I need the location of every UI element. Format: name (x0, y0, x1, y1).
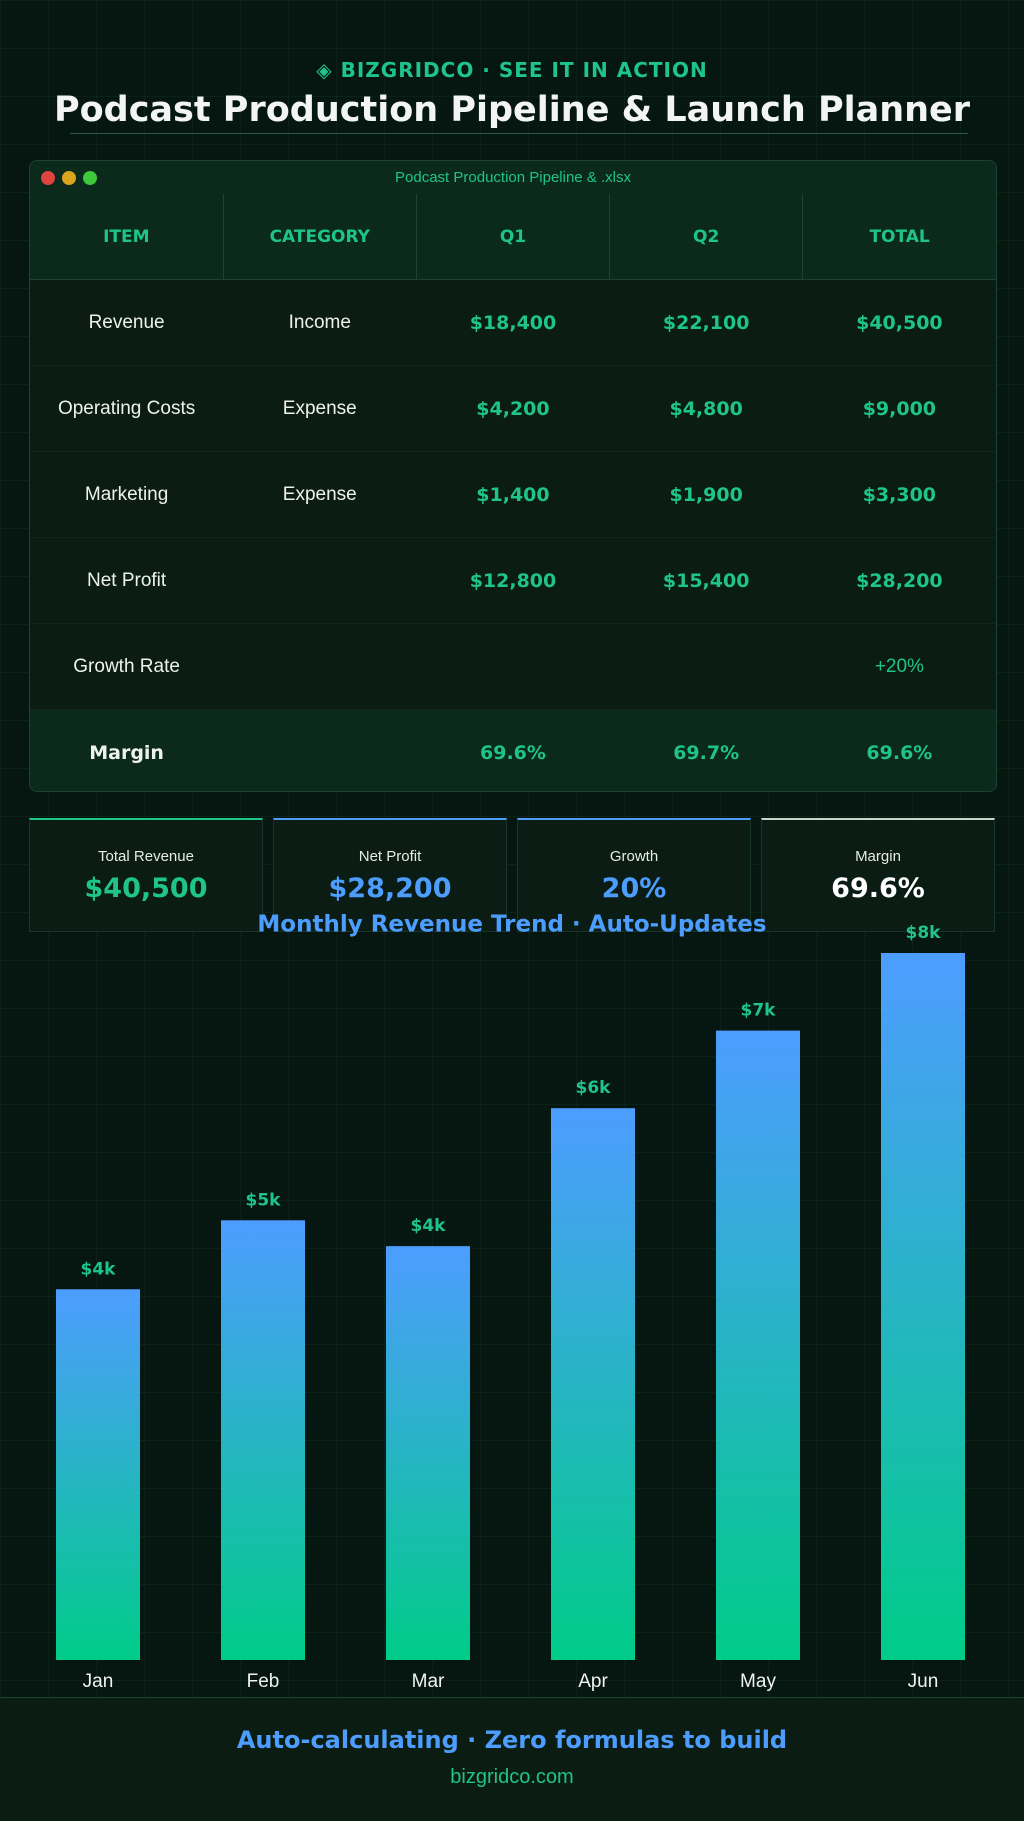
table-cell: 69.6% (802, 709, 996, 791)
page-title: Podcast Production Pipeline & Launch Pla… (53, 90, 971, 130)
bar (386, 1246, 470, 1660)
tagline: Auto-calculating · Zero formulas to buil… (236, 1726, 788, 1754)
window-title: Podcast Production Pipeline & .xlsx (395, 169, 631, 186)
header-row: ITEM CATEGORY Q1 Q2 TOTAL (30, 194, 996, 280)
table-cell: +20% (802, 623, 996, 710)
eyebrow: ◈ BIZGRIDCO · SEE IT IN ACTION (316, 58, 708, 82)
data-table: ITEM CATEGORY Q1 Q2 TOTAL Revenue Income $18,40… (30, 194, 996, 791)
title-rule (70, 133, 968, 134)
close-dot[interactable] (41, 171, 55, 185)
table-row: Operating Costs Expense $4,200 $4,800 $9,000 (30, 365, 996, 452)
bar-chart: Monthly Revenue Trend · Auto-Updates $4k… (56, 912, 965, 1692)
table-cell: 69.7% (609, 709, 803, 791)
value-label: $7k (741, 1001, 777, 1021)
column-header: ITEM (30, 194, 224, 280)
bar (221, 1220, 305, 1660)
table-cell: Expense (223, 451, 417, 538)
column-header: CATEGORY (223, 194, 417, 280)
value-label: $5k (246, 1190, 282, 1210)
table-row: Revenue Income $18,400 $22,100 $40,500 (30, 279, 996, 366)
table-cell: $9,000 (802, 365, 996, 452)
x-tick-label: Apr (578, 1671, 608, 1692)
kpi-value: 69.6% (831, 873, 925, 904)
value-label: $8k (906, 923, 942, 943)
kpi-label: Total Revenue (98, 848, 194, 865)
table-cell: Net Profit (30, 537, 224, 624)
table-cell (223, 623, 417, 710)
kpi-label: Margin (855, 848, 901, 865)
table-cell: $12,800 (416, 537, 610, 624)
value-label: $6k (576, 1078, 612, 1098)
x-tick-label: Jan (83, 1671, 114, 1692)
column-header: TOTAL (802, 194, 996, 280)
table-row: Margin 69.6% 69.7% 69.6% (30, 709, 996, 791)
table-row: Marketing Expense $1,400 $1,900 $3,300 (30, 451, 996, 538)
table-cell: $1,400 (416, 451, 610, 538)
zoom-dot[interactable] (83, 171, 97, 185)
x-tick-label: May (740, 1671, 776, 1692)
table-cell: $22,100 (609, 279, 803, 366)
column-header: Q1 (416, 194, 611, 280)
chart-title: Monthly Revenue Trend · Auto-Updates (257, 912, 766, 938)
table-cell: $4,200 (416, 365, 610, 452)
table-cell: $1,900 (609, 451, 803, 538)
table-cell: Margin (30, 709, 224, 791)
kpi-card: Total Revenue $40,500 (29, 818, 263, 932)
kpi-value: $28,200 (328, 873, 452, 904)
kpi-card: Net Profit $28,200 (273, 818, 507, 932)
table-row: Net Profit $12,800 $15,400 $28,200 (30, 537, 996, 624)
x-tick-label: Feb (247, 1671, 280, 1692)
kpi-value: $40,500 (84, 873, 208, 904)
kpi-value: 20% (601, 873, 667, 904)
table-cell: $3,300 (802, 451, 996, 538)
bar (56, 1289, 140, 1660)
kpi-label: Growth (609, 848, 659, 865)
bar (881, 953, 965, 1660)
table-cell (609, 623, 803, 710)
table-cell: $40,500 (802, 279, 996, 366)
table-cell: Marketing (30, 451, 224, 538)
minimize-dot[interactable] (62, 171, 76, 185)
value-label: $4k (81, 1259, 117, 1279)
footer: Auto-calculating · Zero formulas to buil… (0, 1697, 1024, 1821)
table-cell: Revenue (30, 279, 224, 366)
table-cell: $4,800 (609, 365, 803, 452)
kpi-label: Net Profit (358, 848, 422, 865)
table-cell: Growth Rate (30, 623, 224, 710)
kpi-card: Growth 20% (517, 818, 751, 932)
table-cell: Expense (223, 365, 417, 452)
table-cell: $28,200 (802, 537, 996, 624)
bar (716, 1030, 800, 1660)
x-tick-label: Jun (908, 1671, 939, 1692)
bar (551, 1108, 635, 1660)
column-header: Q2 (609, 194, 804, 280)
table-cell: $15,400 (609, 537, 803, 624)
window-titlebar: Podcast Production Pipeline & .xlsx (30, 161, 996, 194)
table-cell (223, 537, 417, 624)
table-row: Growth Rate +20% (30, 623, 996, 710)
table-cell: Operating Costs (30, 365, 224, 452)
site-link[interactable]: bizgridco.com (450, 1766, 574, 1788)
spreadsheet-window: Podcast Production Pipeline & .xlsx ITEM… (29, 160, 997, 792)
table-cell: Income (223, 279, 417, 366)
value-label: $4k (411, 1216, 447, 1236)
table-cell: 69.6% (416, 709, 610, 791)
table-cell: $18,400 (416, 279, 610, 366)
table-cell (223, 709, 417, 791)
kpi-card: Margin 69.6% (761, 818, 995, 932)
table-cell (416, 623, 610, 710)
x-tick-label: Mar (412, 1671, 445, 1692)
